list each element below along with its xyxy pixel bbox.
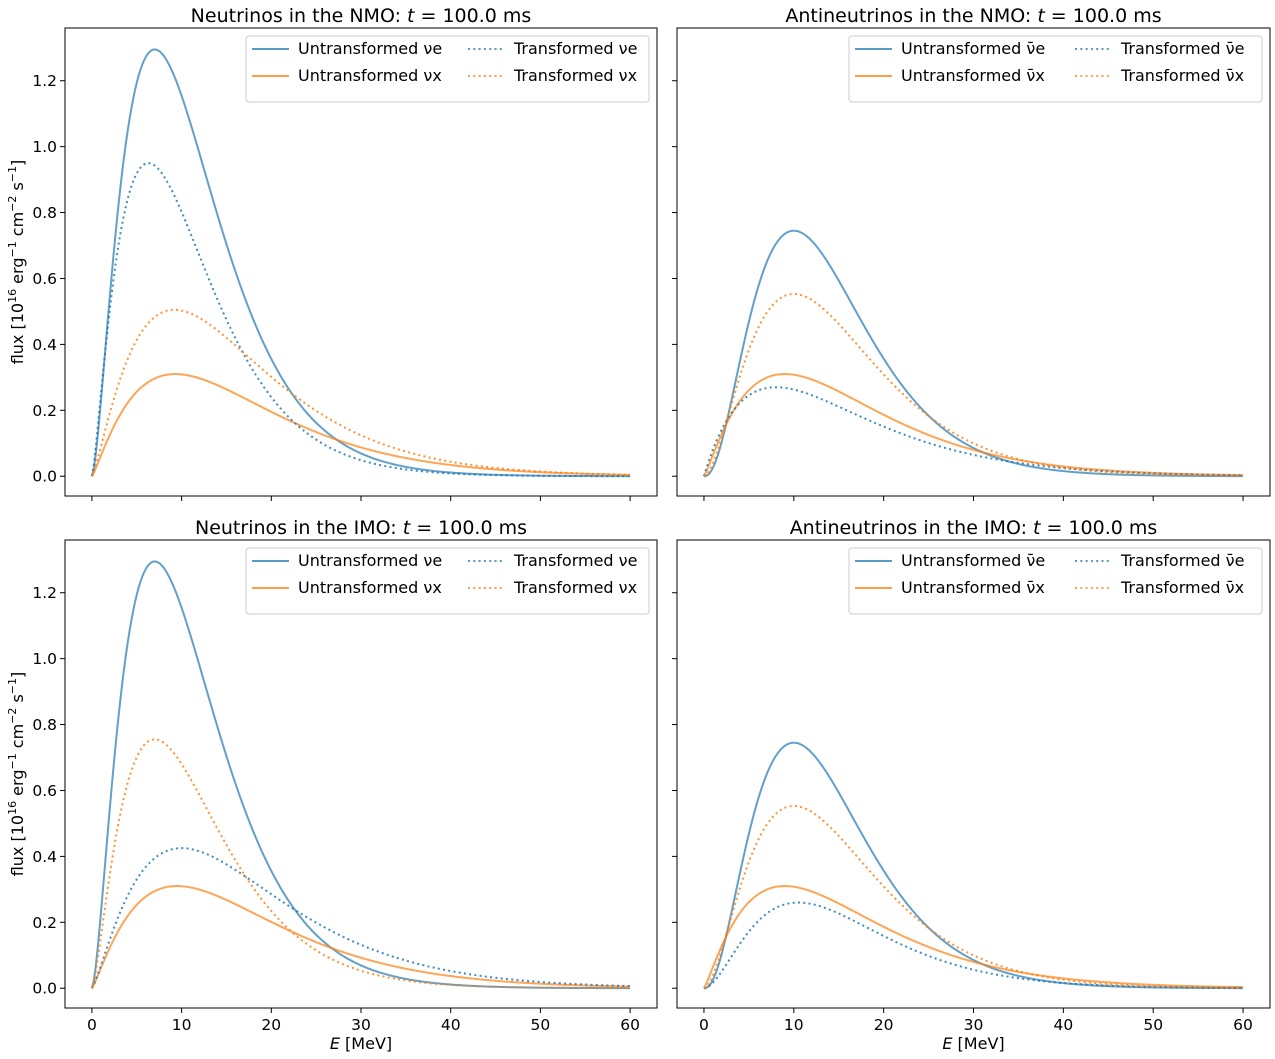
x-tick-label: 20: [874, 1016, 894, 1034]
panel-title: Neutrinos in the NMO: t = 100.0 ms: [191, 5, 532, 27]
x-tick-label: 40: [441, 1016, 461, 1034]
x-tick-label: 10: [784, 1016, 804, 1034]
series-line: [90, 560, 631, 990]
y-tick-label: 0.6: [32, 782, 57, 800]
legend: Untransformed ν̄e Untransformed ν̄x Transf…: [848, 547, 1263, 615]
legend-label: Transformed ν̄e: [1120, 39, 1244, 58]
legend: Untransformed ν̄e Untransformed ν̄x Transf…: [848, 35, 1263, 103]
legend: Untransformed νe Untransformed νx Transfor…: [245, 35, 650, 103]
y-tick-label: 1.0: [32, 650, 57, 668]
legend-label: Transformed ν̄x: [1120, 66, 1244, 85]
series-line: [90, 162, 631, 478]
legend-label: Transformed νx: [513, 578, 637, 597]
y-tick-label: 0.2: [32, 402, 57, 420]
subplot-panel: Neutrinos in the NMO: t = 100.0 ms 0.0 0.2…: [6, 5, 658, 501]
panel-title-t: t: [1033, 517, 1042, 539]
series-line: [703, 292, 1244, 478]
y-tick-label: 1.2: [32, 72, 57, 90]
legend-label: Transformed ν̄x: [1120, 578, 1244, 597]
legend-box: [245, 547, 650, 615]
legend-label: Untransformed νx: [298, 66, 442, 85]
series-line: [90, 308, 631, 477]
y-axis-label: flux [1016 erg−1 cm−2 s−1]: [6, 160, 27, 365]
y-axis-label: flux [1016 erg−1 cm−2 s−1]: [6, 672, 27, 877]
panel-title-t: t: [403, 517, 412, 539]
panel-title-text: Antineutrinos in the IMO:: [790, 517, 1033, 539]
series-line: [703, 229, 1244, 478]
y-tick-label: 0.8: [32, 716, 57, 734]
legend-box: [848, 35, 1263, 103]
series-line: [702, 386, 1244, 477]
series-line: [91, 847, 631, 989]
x-tick-label: 30: [964, 1016, 984, 1034]
series-line: [91, 885, 631, 989]
panel-title-text: Antineutrinos in the NMO:: [785, 5, 1037, 27]
legend-label: Untransformed ν̄e: [901, 39, 1045, 58]
series-line: [90, 48, 631, 478]
subplot-panel: Antineutrinos in the NMO: t = 100.0 msUn…: [672, 5, 1271, 501]
subplot-panel: Antineutrinos in the IMO: t = 100.0 ms 0 1…: [672, 517, 1271, 1053]
panel-title-t: t: [407, 5, 416, 27]
series-line: [90, 738, 631, 990]
panel-title: Antineutrinos in the IMO: t = 100.0 ms: [790, 517, 1158, 539]
x-tick-label: 20: [261, 1016, 281, 1034]
y-tick-label: 0.6: [32, 270, 57, 288]
x-tick-label: 0: [699, 1016, 709, 1034]
series-line: [703, 741, 1244, 990]
panel-title-time: = 100.0 ms: [414, 5, 531, 27]
x-tick-label: 60: [1233, 1016, 1253, 1034]
y-tick-label: 0.8: [32, 204, 57, 222]
x-tick-label: 30: [351, 1016, 371, 1034]
y-tick-label: 0.2: [32, 914, 57, 932]
legend-label: Transformed νx: [513, 66, 637, 85]
subplot-panel: Neutrinos in the IMO: t = 100.0 ms 0 10 20 3…: [6, 517, 658, 1053]
legend: Untransformed νe Untransformed νx Transfor…: [245, 547, 650, 615]
y-tick-label: 1.0: [32, 138, 57, 156]
legend-label: Untransformed ν̄e: [901, 551, 1045, 570]
legend-label: Transformed νe: [513, 39, 637, 58]
y-tick-label: 0.4: [32, 848, 57, 866]
series-line: [703, 885, 1244, 989]
panel-title-t: t: [1037, 5, 1046, 27]
y-tick-label: 1.2: [32, 584, 57, 602]
y-tick-label: 0.4: [32, 336, 57, 354]
panel-title-text: Neutrinos in the IMO:: [195, 517, 403, 539]
x-tick-label: 50: [1143, 1016, 1163, 1034]
x-tick-label: 40: [1053, 1016, 1073, 1034]
x-tick-label: 0: [87, 1016, 97, 1034]
series-line: [703, 373, 1244, 477]
legend-label: Untransformed νe: [298, 551, 442, 570]
legend-label: Untransformed ν̄x: [901, 578, 1045, 597]
panel-title-time: = 100.0 ms: [1045, 5, 1162, 27]
y-tick-label: 0.0: [32, 468, 57, 486]
x-axis-label: E [MeV]: [942, 1034, 1004, 1053]
panel-title-time: = 100.0 ms: [410, 517, 527, 539]
panel-title: Neutrinos in the IMO: t = 100.0 ms: [195, 517, 527, 539]
legend-label: Untransformed νx: [298, 578, 442, 597]
x-tick-label: 10: [172, 1016, 192, 1034]
legend-label: Untransformed ν̄x: [901, 66, 1045, 85]
panel-title-time: = 100.0 ms: [1040, 517, 1157, 539]
x-tick-label: 60: [620, 1016, 640, 1034]
y-tick-label: 0.0: [32, 980, 57, 998]
series-line: [91, 373, 631, 477]
legend-box: [848, 547, 1263, 615]
legend-label: Transformed ν̄e: [1120, 551, 1244, 570]
x-tick-label: 50: [531, 1016, 551, 1034]
legend-label: Transformed νe: [513, 551, 637, 570]
series-line: [703, 901, 1244, 990]
legend-label: Untransformed νe: [298, 39, 442, 58]
legend-box: [245, 35, 650, 103]
series-line: [703, 804, 1244, 990]
panel-title: Antineutrinos in the NMO: t = 100.0 ms: [785, 5, 1161, 27]
x-axis-label: E [MeV]: [330, 1034, 392, 1053]
panel-title-text: Neutrinos in the NMO:: [191, 5, 407, 27]
